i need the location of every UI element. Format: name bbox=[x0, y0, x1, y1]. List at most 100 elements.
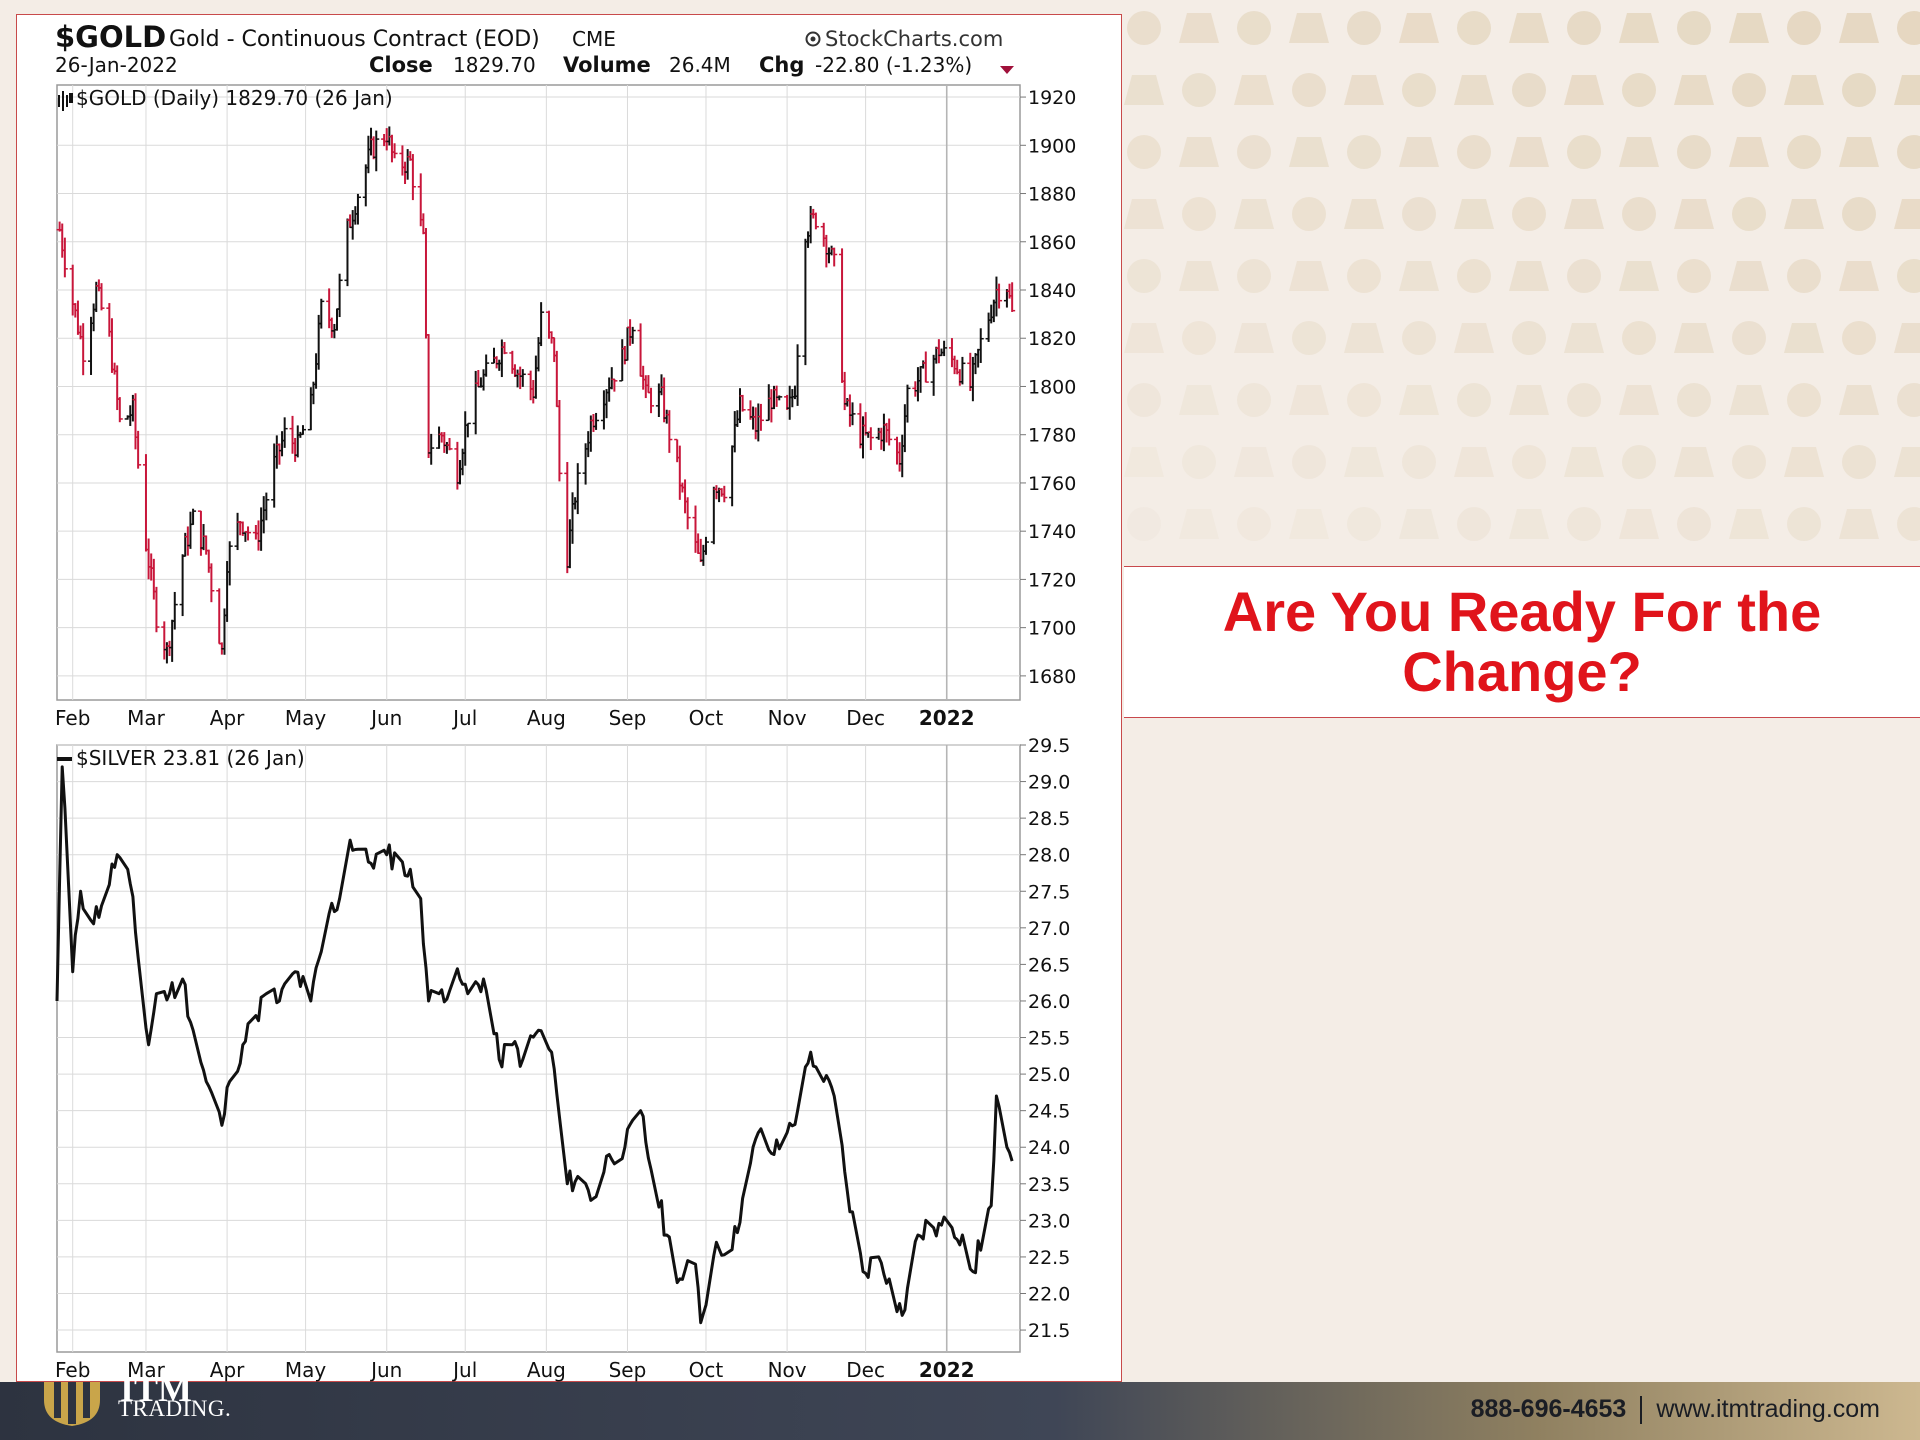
pattern-bar bbox=[1344, 447, 1384, 477]
ohlc-bar bbox=[61, 237, 68, 278]
ohlc-bar bbox=[611, 378, 618, 392]
pattern-coin bbox=[1567, 259, 1601, 293]
pattern-coin bbox=[1677, 507, 1711, 541]
y-tick-label: 28.0 bbox=[1028, 845, 1070, 867]
ohlc-bar bbox=[959, 356, 966, 385]
y-tick-label: 25.5 bbox=[1028, 1028, 1070, 1050]
ohlc-bar bbox=[794, 344, 801, 406]
pattern-bar bbox=[1234, 447, 1274, 477]
x-tick-label: 2022 bbox=[919, 706, 975, 730]
pattern-bar bbox=[1784, 323, 1824, 353]
website-link[interactable]: www.itmtrading.com bbox=[1656, 1395, 1880, 1423]
y-tick-label: 26.5 bbox=[1028, 954, 1070, 976]
pattern-bar bbox=[1839, 13, 1879, 43]
pattern-coin bbox=[1677, 259, 1711, 293]
pattern-coin bbox=[1292, 321, 1326, 355]
pattern-coin bbox=[1457, 507, 1491, 541]
pattern-coin bbox=[1787, 383, 1821, 417]
pattern-bar bbox=[1289, 509, 1329, 539]
background-pattern bbox=[1124, 11, 1920, 541]
ohlc-bar bbox=[98, 283, 105, 311]
pattern-coin bbox=[1677, 383, 1711, 417]
x-tick-label: Nov bbox=[768, 706, 807, 730]
y-tick-label: 25.0 bbox=[1028, 1064, 1070, 1086]
y-tick-label: 27.5 bbox=[1028, 881, 1070, 903]
x-tick-label: Aug bbox=[527, 1358, 566, 1382]
pattern-coin bbox=[1457, 259, 1491, 293]
pattern-bar bbox=[1509, 385, 1549, 415]
y-tick-label: 1780 bbox=[1028, 425, 1076, 447]
pattern-bar bbox=[1619, 137, 1659, 167]
y-tick-label: 1840 bbox=[1028, 280, 1076, 302]
y-tick-label: 1920 bbox=[1028, 87, 1076, 109]
y-tick-label: 23.5 bbox=[1028, 1174, 1070, 1196]
pattern-coin bbox=[1237, 135, 1271, 169]
pattern-coin bbox=[1732, 321, 1766, 355]
pattern-bar bbox=[1289, 261, 1329, 291]
ohlc-bar bbox=[556, 399, 563, 482]
ohlc-bar bbox=[739, 394, 746, 412]
x-tick-label: Oct bbox=[689, 706, 724, 730]
ohlc-bar bbox=[922, 351, 929, 383]
volume-value: 26.4M bbox=[669, 53, 731, 77]
pattern-coin bbox=[1237, 383, 1271, 417]
chart-panel: $GOLD Gold - Continuous Contract (EOD) C… bbox=[16, 14, 1122, 1382]
pattern-bar bbox=[1124, 75, 1164, 105]
pattern-bar bbox=[1509, 13, 1549, 43]
y-tick-label: 28.5 bbox=[1028, 808, 1070, 830]
pattern-bar bbox=[1234, 199, 1274, 229]
pattern-bar bbox=[1674, 447, 1714, 477]
chart-instrument-name: Gold - Continuous Contract (EOD) bbox=[169, 27, 540, 52]
pattern-coin bbox=[1402, 445, 1436, 479]
chg-label: Chg bbox=[759, 53, 804, 77]
y-tick-label: 1820 bbox=[1028, 328, 1076, 350]
x-tick-label: Apr bbox=[210, 1358, 245, 1382]
pattern-bar bbox=[1124, 199, 1164, 229]
pattern-coin bbox=[1347, 259, 1381, 293]
pattern-bar bbox=[1344, 75, 1384, 105]
pattern-coin bbox=[1567, 383, 1601, 417]
ohlc-bar bbox=[629, 326, 636, 344]
ohlc-bar bbox=[318, 298, 325, 329]
pattern-coin bbox=[1237, 259, 1271, 293]
pattern-coin bbox=[1127, 259, 1161, 293]
pattern-bar bbox=[1729, 509, 1769, 539]
pattern-coin bbox=[1567, 507, 1601, 541]
ohlc-bar bbox=[812, 212, 819, 230]
pattern-bar bbox=[1729, 261, 1769, 291]
copyright-icon bbox=[805, 31, 821, 47]
ohlc-bar bbox=[776, 395, 783, 401]
pattern-bar bbox=[1454, 199, 1494, 229]
pattern-coin bbox=[1897, 135, 1920, 169]
pattern-bar bbox=[1619, 385, 1659, 415]
ohlc-bar bbox=[190, 508, 197, 526]
ohlc-bar bbox=[80, 323, 87, 376]
ohlc-bar bbox=[977, 328, 984, 363]
pattern-coin bbox=[1347, 383, 1381, 417]
pattern-coin bbox=[1842, 445, 1876, 479]
pattern-coin bbox=[1127, 383, 1161, 417]
pattern-coin bbox=[1347, 11, 1381, 45]
x-tick-label: Mar bbox=[127, 706, 166, 730]
ohlc-bar bbox=[721, 485, 728, 503]
x-tick-label: Jul bbox=[451, 1358, 477, 1382]
x-tick-label: Jun bbox=[369, 1358, 402, 1382]
y-tick-label: 1700 bbox=[1028, 618, 1076, 640]
y-tick-label: 1680 bbox=[1028, 666, 1076, 688]
pattern-bar bbox=[1839, 261, 1879, 291]
pattern-coin bbox=[1622, 73, 1656, 107]
pattern-bar bbox=[1454, 323, 1494, 353]
pattern-coin bbox=[1402, 321, 1436, 355]
silver-plot: 21.5 22.0 22.5 23.0 23.5 24.0 24.5 25.0 25.5 26.0… bbox=[55, 735, 1070, 1382]
x-tick-label: Aug bbox=[527, 706, 566, 730]
pattern-coin bbox=[1182, 73, 1216, 107]
contact-divider bbox=[1640, 1395, 1643, 1424]
pattern-coin bbox=[1842, 197, 1876, 231]
pattern-bar bbox=[1619, 509, 1659, 539]
pattern-bar bbox=[1619, 13, 1659, 43]
pattern-bar bbox=[1784, 447, 1824, 477]
ohlc-bar bbox=[849, 402, 856, 426]
pattern-coin bbox=[1127, 135, 1161, 169]
pattern-bar bbox=[1839, 385, 1879, 415]
x-tick-label: Mar bbox=[127, 1358, 166, 1382]
